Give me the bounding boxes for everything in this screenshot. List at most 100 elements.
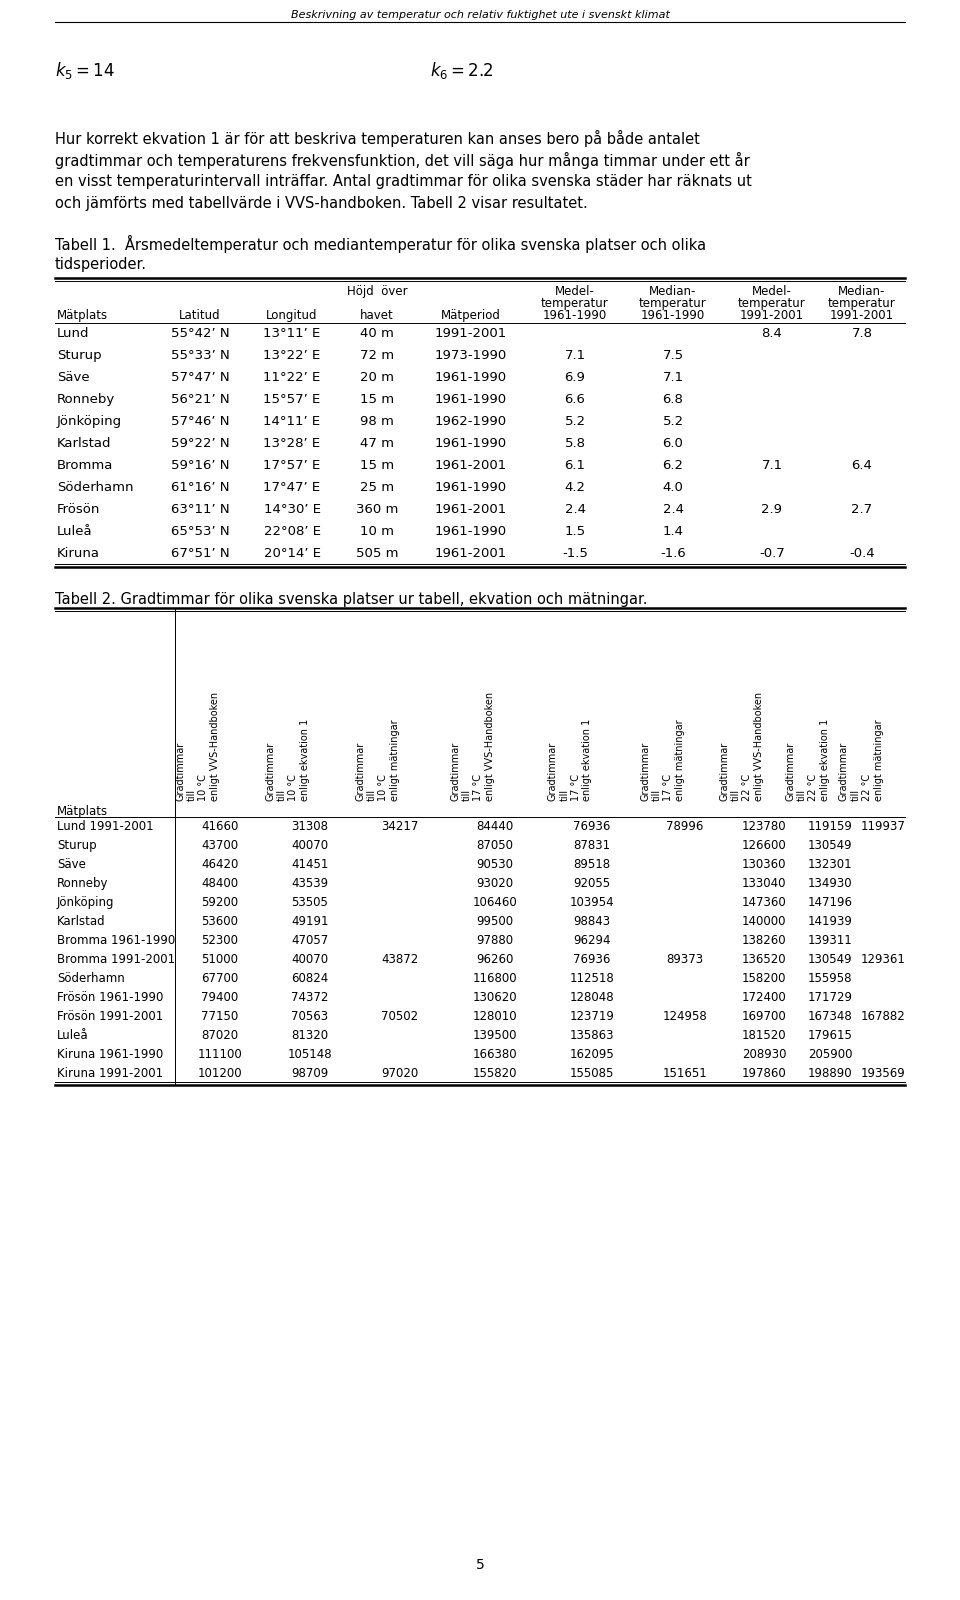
Text: 130549: 130549 [807,838,852,851]
Text: 8.4: 8.4 [761,326,782,341]
Text: 130549: 130549 [807,954,852,966]
Text: Karlstad: Karlstad [57,437,111,450]
Text: temperatur: temperatur [828,298,896,310]
Text: 98 m: 98 m [360,414,394,427]
Text: 129361: 129361 [860,954,905,966]
Text: Bromma 1991-2001: Bromma 1991-2001 [57,954,175,966]
Text: 6.1: 6.1 [564,459,586,472]
Text: Luleå: Luleå [57,1029,88,1042]
Text: 6.9: 6.9 [564,371,586,384]
Text: 123780: 123780 [742,819,786,834]
Text: Mätperiod: Mätperiod [441,309,501,322]
Text: 67°51’ N: 67°51’ N [171,547,229,560]
Text: Karlstad: Karlstad [57,915,106,928]
Text: 179615: 179615 [807,1029,852,1042]
Text: 124958: 124958 [662,1010,708,1022]
Text: temperatur: temperatur [738,298,805,310]
Text: 70563: 70563 [292,1010,328,1022]
Text: 76936: 76936 [573,819,611,834]
Text: 99500: 99500 [476,915,514,928]
Text: 53600: 53600 [202,915,238,928]
Text: Gradtimmar
till
10 °C
enligt ekvation 1: Gradtimmar till 10 °C enligt ekvation 1 [265,718,310,802]
Text: 81320: 81320 [292,1029,328,1042]
Text: 111100: 111100 [198,1048,242,1061]
Text: 89518: 89518 [573,858,611,870]
Text: 78996: 78996 [666,819,704,834]
Text: 172400: 172400 [742,990,786,1005]
Text: 7.1: 7.1 [564,349,586,362]
Text: 98843: 98843 [573,915,611,928]
Text: 103954: 103954 [569,896,614,909]
Text: 5: 5 [475,1558,485,1571]
Text: 49191: 49191 [291,915,328,928]
Text: 198890: 198890 [807,1067,852,1080]
Text: 126600: 126600 [742,838,786,851]
Text: Mätplats: Mätplats [57,805,108,818]
Text: tidsperioder.: tidsperioder. [55,258,147,272]
Text: 197860: 197860 [742,1067,786,1080]
Text: en visst temperaturintervall inträffar. Antal gradtimmar för olika svenska städe: en visst temperaturintervall inträffar. … [55,174,752,189]
Text: Kiruna: Kiruna [57,547,100,560]
Text: 112518: 112518 [569,971,614,986]
Text: 1973-1990: 1973-1990 [435,349,507,362]
Text: Beskrivning av temperatur och relativ fuktighet ute i svenskt klimat: Beskrivning av temperatur och relativ fu… [291,10,669,19]
Text: 43872: 43872 [381,954,419,966]
Text: 1961-2001: 1961-2001 [435,502,507,515]
Text: $k_6 = 2.2$: $k_6 = 2.2$ [430,59,494,82]
Text: 74372: 74372 [291,990,328,1005]
Text: 166380: 166380 [472,1048,517,1061]
Text: 56°21’ N: 56°21’ N [171,394,229,406]
Text: Latitud: Latitud [180,309,221,322]
Text: 13°22’ E: 13°22’ E [263,349,321,362]
Text: gradtimmar och temperaturens frekvensfunktion, det vill säga hur många timmar un: gradtimmar och temperaturens frekvensfun… [55,152,750,170]
Text: 7.1: 7.1 [662,371,684,384]
Text: 1961-1990: 1961-1990 [435,371,507,384]
Text: Gradtimmar
till
17 °C
enligt mätningar: Gradtimmar till 17 °C enligt mätningar [640,720,685,802]
Text: 57°46’ N: 57°46’ N [171,414,229,427]
Text: 181520: 181520 [742,1029,786,1042]
Text: 1991-2001: 1991-2001 [435,326,507,341]
Text: Median-: Median- [838,285,886,298]
Text: 92055: 92055 [573,877,611,890]
Text: 89373: 89373 [666,954,704,966]
Text: 5.8: 5.8 [564,437,586,450]
Text: 1991-2001: 1991-2001 [740,309,804,322]
Text: 87831: 87831 [573,838,611,851]
Text: Sturup: Sturup [57,838,97,851]
Text: 147196: 147196 [807,896,852,909]
Text: 1961-1990: 1961-1990 [641,309,706,322]
Text: -0.7: -0.7 [759,547,785,560]
Text: 10 m: 10 m [360,525,394,538]
Text: 17°57’ E: 17°57’ E [263,459,321,472]
Text: 13°28’ E: 13°28’ E [263,437,321,450]
Text: 6.2: 6.2 [662,459,684,472]
Text: 158200: 158200 [742,971,786,986]
Text: 116800: 116800 [472,971,517,986]
Text: Söderhamn: Söderhamn [57,482,133,494]
Text: 20°14’ E: 20°14’ E [263,547,321,560]
Text: 151651: 151651 [662,1067,708,1080]
Text: 65°53’ N: 65°53’ N [171,525,229,538]
Text: Medel-: Medel- [752,285,792,298]
Text: 105148: 105148 [288,1048,332,1061]
Text: Gradtimmar
till
10 °C
enligt mätningar: Gradtimmar till 10 °C enligt mätningar [355,720,400,802]
Text: 119937: 119937 [860,819,905,834]
Text: 43539: 43539 [292,877,328,890]
Text: 25 m: 25 m [360,482,394,494]
Text: 70502: 70502 [381,1010,419,1022]
Text: 40 m: 40 m [360,326,394,341]
Text: 5.2: 5.2 [564,414,586,427]
Text: havet: havet [360,309,394,322]
Text: 5.2: 5.2 [662,414,684,427]
Text: Mätplats: Mätplats [57,309,108,322]
Text: 169700: 169700 [742,1010,786,1022]
Text: 167882: 167882 [860,1010,905,1022]
Text: 141939: 141939 [807,915,852,928]
Text: 15 m: 15 m [360,459,394,472]
Text: 97020: 97020 [381,1067,419,1080]
Text: 61°16’ N: 61°16’ N [171,482,229,494]
Text: -1.5: -1.5 [562,547,588,560]
Text: 84440: 84440 [476,819,514,834]
Text: 55°42’ N: 55°42’ N [171,326,229,341]
Text: Söderhamn: Söderhamn [57,971,125,986]
